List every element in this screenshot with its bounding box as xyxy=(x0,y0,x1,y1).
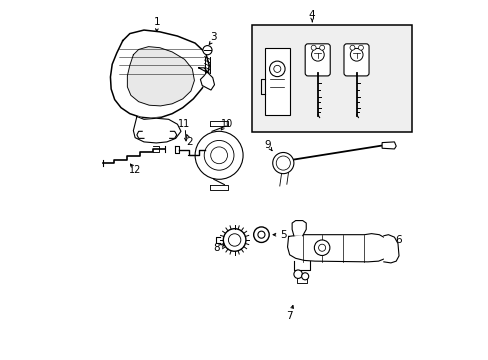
Circle shape xyxy=(358,45,363,50)
Circle shape xyxy=(349,45,354,50)
Circle shape xyxy=(253,227,269,242)
Bar xyxy=(251,25,411,132)
Polygon shape xyxy=(127,47,194,106)
Text: 7: 7 xyxy=(286,311,292,321)
Circle shape xyxy=(273,65,280,72)
Circle shape xyxy=(269,61,285,77)
Polygon shape xyxy=(198,68,214,90)
Polygon shape xyxy=(383,235,398,263)
Polygon shape xyxy=(287,234,388,262)
Polygon shape xyxy=(133,117,181,143)
Text: 5: 5 xyxy=(279,230,286,240)
Text: 11: 11 xyxy=(178,118,190,129)
Polygon shape xyxy=(110,30,209,118)
Text: 1: 1 xyxy=(154,17,161,27)
Circle shape xyxy=(210,147,227,164)
Circle shape xyxy=(223,229,245,251)
Circle shape xyxy=(349,48,362,61)
Text: 6: 6 xyxy=(395,235,402,245)
Circle shape xyxy=(318,244,325,251)
Circle shape xyxy=(311,48,324,61)
Text: 3: 3 xyxy=(210,32,216,42)
Circle shape xyxy=(314,240,329,256)
Circle shape xyxy=(228,234,240,246)
Circle shape xyxy=(204,140,233,170)
Circle shape xyxy=(257,231,264,238)
FancyBboxPatch shape xyxy=(305,44,329,76)
Bar xyxy=(264,48,289,115)
Circle shape xyxy=(301,273,308,280)
Text: 10: 10 xyxy=(221,118,233,129)
Circle shape xyxy=(203,46,212,55)
Circle shape xyxy=(272,153,293,174)
Circle shape xyxy=(195,131,243,179)
Polygon shape xyxy=(291,221,305,236)
Text: 12: 12 xyxy=(129,165,141,175)
Text: 8: 8 xyxy=(213,243,219,253)
Text: 4: 4 xyxy=(308,10,315,20)
Text: 9: 9 xyxy=(264,140,271,150)
FancyBboxPatch shape xyxy=(343,44,368,76)
Circle shape xyxy=(310,45,315,50)
Circle shape xyxy=(276,156,290,170)
Circle shape xyxy=(319,45,324,50)
Circle shape xyxy=(293,270,302,278)
Polygon shape xyxy=(381,142,395,149)
Text: 2: 2 xyxy=(186,137,193,147)
